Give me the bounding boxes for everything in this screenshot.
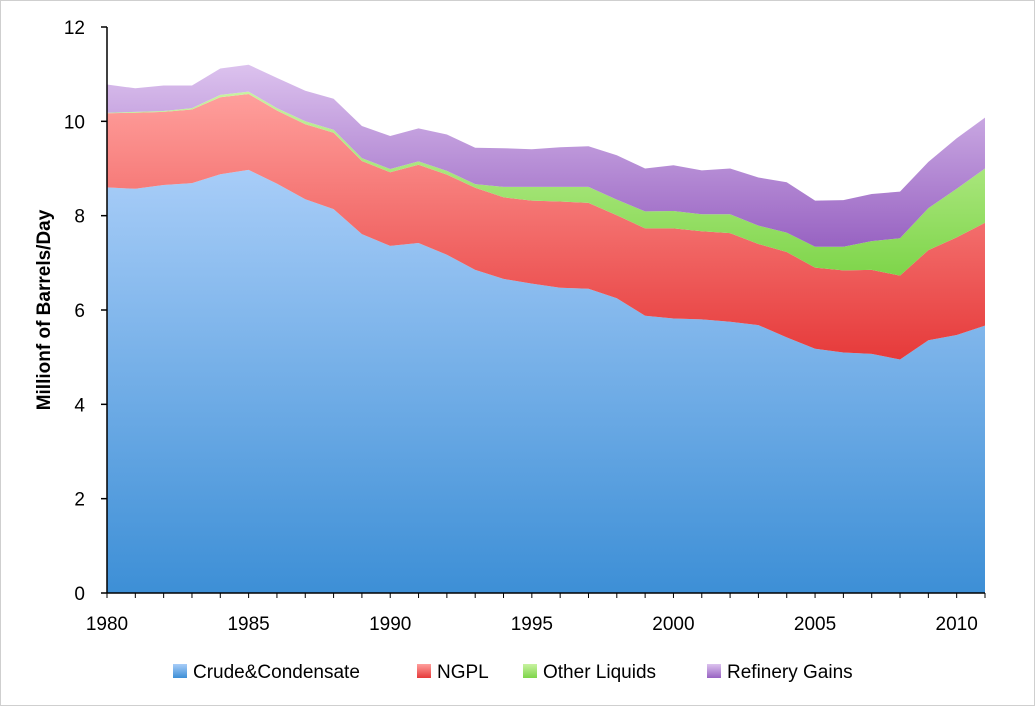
legend-swatch-crude-condensate <box>173 664 187 678</box>
y-tick-label: 0 <box>74 584 85 605</box>
legend-label-other-liquids: Other Liquids <box>543 662 656 683</box>
x-tick-label: 1985 <box>227 614 269 635</box>
y-tick-label: 10 <box>64 112 85 133</box>
x-tick-label: 2005 <box>794 614 836 635</box>
y-tick-label: 12 <box>64 18 85 39</box>
x-tick-label: 1990 <box>369 614 411 635</box>
x-axis-ticks: 1980 1985 1990 1995 2000 2005 2010 <box>86 593 986 635</box>
area-ngpl <box>107 94 985 360</box>
legend-label-ngpl: NGPL <box>437 662 489 683</box>
legend-label-crude-condensate: Crude&Condensate <box>193 662 360 683</box>
y-tick-label: 8 <box>74 207 85 228</box>
legend: Crude&Condensate NGPL Other Liquids Refiner… <box>173 662 853 683</box>
x-tick-label: 1995 <box>511 614 553 635</box>
area-layers <box>107 64 985 593</box>
y-axis-title: Millionf of Barrels/Day <box>34 209 55 410</box>
legend-swatch-other-liquids <box>523 664 537 678</box>
area-crude-condensate <box>107 169 985 593</box>
y-axis-ticks: 0 2 4 6 8 10 12 <box>64 18 107 605</box>
x-tick-label: 2010 <box>936 614 978 635</box>
legend-swatch-refinery-gains <box>707 664 721 678</box>
area-refinery-gains <box>107 64 985 247</box>
legend-swatch-ngpl <box>417 664 431 678</box>
y-tick-label: 4 <box>74 395 85 416</box>
legend-label-refinery-gains: Refinery Gains <box>727 662 853 683</box>
x-tick-label: 1980 <box>86 614 128 635</box>
y-tick-label: 2 <box>74 490 85 511</box>
y-tick-label: 6 <box>74 301 85 322</box>
x-tick-label: 2000 <box>652 614 694 635</box>
area-other-liquids <box>107 91 985 276</box>
